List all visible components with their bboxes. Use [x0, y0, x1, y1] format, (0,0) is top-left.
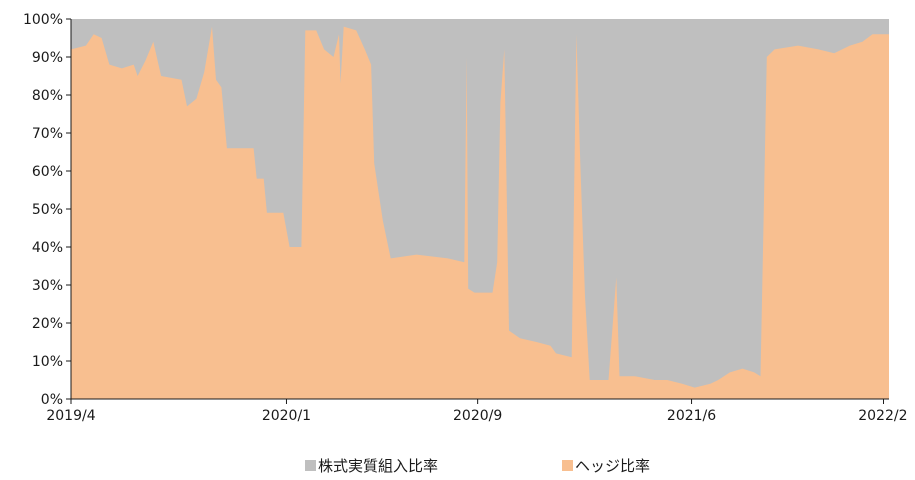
x-tick-label: 2020/9 — [453, 408, 502, 424]
y-tick-label: 0% — [41, 392, 63, 408]
y-tick-label: 90% — [32, 50, 63, 66]
y-tick-label: 100% — [23, 12, 63, 28]
legend-swatch-equity — [305, 460, 316, 471]
x-tick-label: 2019/4 — [46, 408, 95, 424]
chart-axes — [66, 18, 889, 404]
legend-item-hedge: ヘッジ比率 — [562, 455, 650, 476]
x-tick-label: 2022/2 — [858, 408, 907, 424]
x-axis-tick-labels: 2019/4 2020/1 2020/9 2021/6 2022/2 — [46, 408, 907, 424]
legend: 株式実質組入比率 ヘッジ比率 — [0, 455, 915, 477]
legend-label-equity: 株式実質組入比率 — [318, 457, 439, 475]
y-tick-label: 40% — [32, 240, 63, 256]
chart: 0% 10% 20% 30% 40% 50% 60% 70% 80% 90% 100% 2019/4… — [23, 12, 908, 424]
legend-item-equity: 株式実質組入比率 — [305, 455, 438, 476]
y-tick-label: 20% — [32, 316, 63, 332]
y-tick-label: 10% — [32, 354, 63, 370]
y-tick-label: 50% — [32, 202, 63, 218]
x-tick-label: 2021/6 — [667, 408, 716, 424]
area-hedge — [71, 26, 889, 399]
chart-areas — [71, 19, 889, 399]
y-tick-label: 70% — [32, 126, 63, 142]
y-tick-label: 60% — [32, 164, 63, 180]
x-tick-label: 2020/1 — [262, 408, 311, 424]
legend-swatch-hedge — [562, 460, 573, 471]
y-tick-label: 30% — [32, 278, 63, 294]
y-axis-tick-labels: 0% 10% 20% 30% 40% 50% 60% 70% 80% 90% 100% — [23, 12, 63, 408]
y-tick-label: 80% — [32, 88, 63, 104]
legend-label-hedge: ヘッジ比率 — [575, 457, 651, 475]
